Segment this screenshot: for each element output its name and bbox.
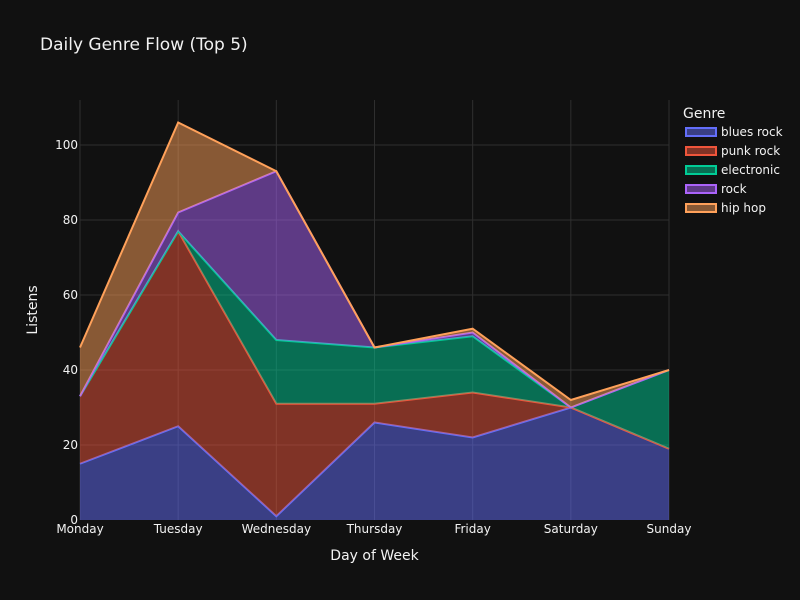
- y-tick-label: 20: [63, 438, 78, 452]
- x-tick-label: Tuesday: [153, 522, 203, 536]
- x-axis-ticks: Monday Tuesday Wednesday Thursday Friday Satu…: [56, 522, 691, 536]
- legend-item-electronic[interactable]: electronic: [685, 163, 780, 177]
- legend-item-blues-rock[interactable]: blues rock: [685, 125, 783, 139]
- chart-title: Daily Genre Flow (Top 5): [40, 35, 248, 55]
- legend-label: punk rock: [721, 144, 780, 158]
- x-tick-label: Monday: [56, 522, 103, 536]
- legend: Genre blues rock punk rock electronic rock h…: [683, 106, 783, 215]
- area-layer: [79, 121, 670, 520]
- legend-label: electronic: [721, 163, 780, 177]
- x-axis-title: Day of Week: [330, 548, 419, 564]
- y-tick-label: 100: [55, 138, 78, 152]
- legend-title: Genre: [683, 106, 725, 122]
- legend-swatch: [685, 203, 717, 213]
- area-blues-rock: [80, 407, 669, 520]
- x-tick-label: Sunday: [647, 522, 692, 536]
- legend-swatch: [685, 127, 717, 137]
- legend-swatch: [685, 184, 717, 194]
- legend-label: hip hop: [721, 201, 766, 215]
- legend-swatch: [685, 165, 717, 175]
- legend-label: blues rock: [721, 125, 783, 139]
- area-punk-rock: [80, 231, 669, 517]
- legend-item-hip-hop[interactable]: hip hop: [685, 201, 766, 215]
- legend-item-rock[interactable]: rock: [685, 182, 747, 196]
- y-axis-ticks: 0 20 40 60 80 100: [55, 138, 78, 527]
- area-rock: [80, 171, 669, 408]
- legend-label: rock: [721, 182, 747, 196]
- y-tick-label: 80: [63, 213, 78, 227]
- line-hip-hop: [79, 121, 670, 402]
- x-tick-label: Wednesday: [242, 522, 311, 536]
- y-tick-label: 60: [63, 288, 78, 302]
- y-tick-label: 40: [63, 363, 78, 377]
- x-tick-label: Thursday: [346, 522, 403, 536]
- legend-swatch: [685, 146, 717, 156]
- legend-item-punk-rock[interactable]: punk rock: [685, 144, 780, 158]
- y-axis-title: Listens: [25, 285, 41, 334]
- y-tick-label: 0: [70, 513, 78, 527]
- x-tick-label: Friday: [454, 522, 490, 536]
- x-tick-label: Saturday: [544, 522, 598, 536]
